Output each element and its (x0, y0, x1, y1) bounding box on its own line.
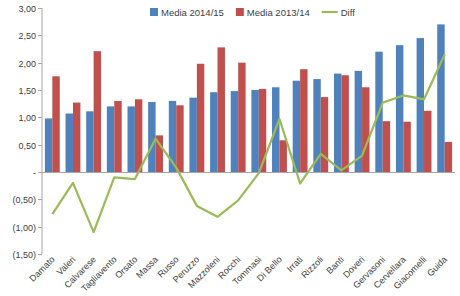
x-axis-line (42, 172, 455, 173)
y-tick (38, 145, 42, 146)
plot-area (45, 24, 452, 232)
x-tick-label: Damato (27, 254, 56, 283)
bar (94, 51, 101, 172)
bar (73, 103, 80, 172)
bar (300, 69, 307, 172)
x-axis: DamatoValeriCalvareseTagliaventoOrsatoMa… (27, 254, 449, 293)
bar (396, 45, 403, 172)
y-tick (38, 35, 42, 36)
bar (334, 74, 341, 172)
y-axis-line (42, 8, 43, 254)
bar (445, 142, 452, 172)
bar (238, 63, 245, 172)
bar (279, 140, 286, 172)
y-tick (38, 199, 42, 200)
legend-swatch (322, 11, 338, 13)
y-tick-label: 2,00 (18, 59, 36, 69)
line (52, 54, 444, 232)
bar (127, 106, 134, 172)
y-tick-label: 1,00 (18, 113, 36, 123)
y-tick-label: 0,50 (18, 141, 36, 151)
y-tick (38, 117, 42, 118)
x-tick-label: Di Bello (255, 254, 284, 283)
bar (197, 64, 204, 172)
x-tick-label: Tommasi (231, 254, 264, 287)
legend-swatch (150, 8, 158, 16)
y-tick-label: 2,50 (18, 31, 36, 41)
y-tick (38, 227, 42, 228)
bar (114, 101, 121, 172)
bar (321, 97, 328, 172)
y-tick-label: 1,50 (18, 86, 36, 96)
y-axis: (1,50) (1,00) (0,50) - 0,50 1,00 1,50 2,00 2,50 3… (12, 4, 42, 260)
x-tick-label: Massa (134, 254, 160, 280)
legend-label: Media 2014/15 (161, 7, 224, 18)
y-tick (38, 90, 42, 91)
bar (86, 111, 93, 172)
bar (148, 102, 155, 172)
bar (403, 122, 410, 172)
bar (341, 75, 348, 172)
bar (210, 92, 217, 172)
y-tick-label: (1,00) (12, 223, 36, 233)
bar (52, 76, 59, 172)
bar (189, 98, 196, 172)
legend-label: Media 2013/14 (247, 7, 310, 18)
y-tick (38, 63, 42, 64)
x-tick-label: Giacomelli (392, 254, 429, 291)
bar (383, 121, 390, 172)
bar (135, 99, 142, 172)
y-tick (38, 8, 42, 9)
bar (424, 111, 431, 172)
bar (231, 91, 238, 172)
bar (45, 118, 52, 172)
y-tick-label: (1,50) (12, 250, 36, 260)
chart: (1,50) (1,00) (0,50) - 0,50 1,00 1,50 2,00 2,50 3… (0, 0, 460, 296)
x-tick-label: Guida (425, 254, 449, 278)
bar (362, 87, 369, 172)
bar (417, 38, 424, 172)
bar (293, 81, 300, 172)
legend-swatch (236, 8, 244, 16)
legend-label: Diff (341, 7, 355, 18)
y-tick-label: 3,00 (18, 4, 36, 14)
bar (251, 90, 258, 172)
x-tick-label: Orsato (113, 254, 139, 280)
x-tick-label: Rizzoli (299, 254, 325, 280)
bar (66, 114, 73, 172)
y-tick-label: - (33, 168, 36, 178)
y-tick (38, 172, 42, 173)
bar (218, 47, 225, 172)
legend: Media 2014/15 Media 2013/14 Diff (150, 7, 355, 18)
bar (176, 105, 183, 172)
bar (437, 24, 444, 172)
bar (107, 106, 114, 172)
y-tick (38, 254, 42, 255)
y-tick-label: (0,50) (12, 195, 36, 205)
